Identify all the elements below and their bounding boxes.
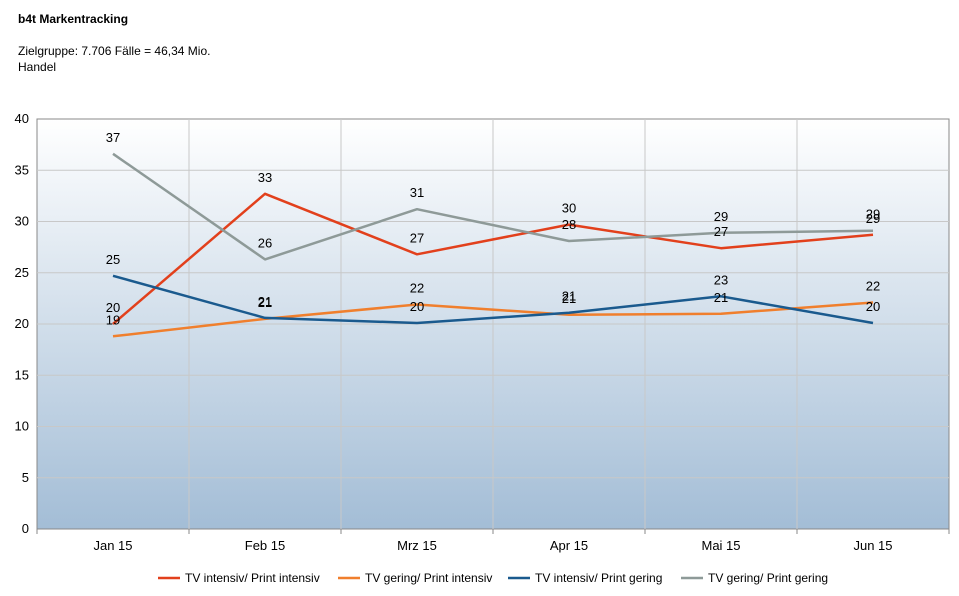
chart-title: b4t Markentracking <box>18 12 129 26</box>
y-tick-label: 25 <box>15 265 29 280</box>
data-label: 21 <box>714 290 728 305</box>
data-label: 29 <box>866 207 880 222</box>
data-label: 27 <box>410 230 424 245</box>
legend-entry: TV gering/ Print intensiv <box>365 571 492 585</box>
data-label: 27 <box>714 224 728 239</box>
data-label: 20 <box>866 299 880 314</box>
series-line-3 <box>112 274 874 325</box>
data-label: 26 <box>258 235 272 250</box>
data-label: 19 <box>106 312 120 327</box>
series-line-2 <box>112 301 874 338</box>
data-label: 30 <box>562 201 576 216</box>
data-label: 20 <box>410 299 424 314</box>
chart-subtitle-segment: Handel <box>18 60 57 74</box>
chart-subtitle-target-group: Zielgruppe: 7.706 Fälle = 46,34 Mio. <box>18 44 211 58</box>
data-label: 31 <box>410 185 424 200</box>
x-tick-label: Mrz 15 <box>397 538 437 553</box>
data-label: 21 <box>258 294 272 309</box>
data-label: 21 <box>562 289 576 304</box>
x-tick-label: Jun 15 <box>853 538 892 553</box>
y-tick-label: 5 <box>22 470 29 485</box>
legend-entry: TV gering/ Print gering <box>708 571 828 585</box>
data-label: 23 <box>714 272 728 287</box>
y-tick-label: 10 <box>15 419 29 434</box>
y-tick-label: 40 <box>15 111 29 126</box>
y-tick-label: 15 <box>15 367 29 382</box>
data-label: 20 <box>106 300 120 315</box>
data-label: 22 <box>866 278 880 293</box>
y-tick-label: 0 <box>22 521 29 536</box>
series-line-4 <box>112 152 874 261</box>
legend-entry: TV intensiv/ Print intensiv <box>185 571 320 585</box>
data-label: 37 <box>106 130 120 145</box>
x-tick-label: Feb 15 <box>245 538 285 553</box>
data-label: 29 <box>866 211 880 226</box>
legend-entry: TV intensiv/ Print gering <box>535 571 662 585</box>
data-label: 33 <box>258 170 272 185</box>
x-tick-label: Apr 15 <box>550 538 588 553</box>
data-label: 29 <box>714 209 728 224</box>
data-label: 21 <box>258 295 272 310</box>
data-label: 21 <box>562 291 576 306</box>
y-tick-label: 20 <box>15 316 29 331</box>
data-label: 22 <box>410 281 424 296</box>
x-tick-label: Jan 15 <box>93 538 132 553</box>
series-line-1 <box>112 192 874 325</box>
y-tick-label: 35 <box>15 162 29 177</box>
y-tick-label: 30 <box>15 214 29 229</box>
data-label: 28 <box>562 217 576 232</box>
data-label: 25 <box>106 252 120 267</box>
x-tick-label: Mai 15 <box>701 538 740 553</box>
